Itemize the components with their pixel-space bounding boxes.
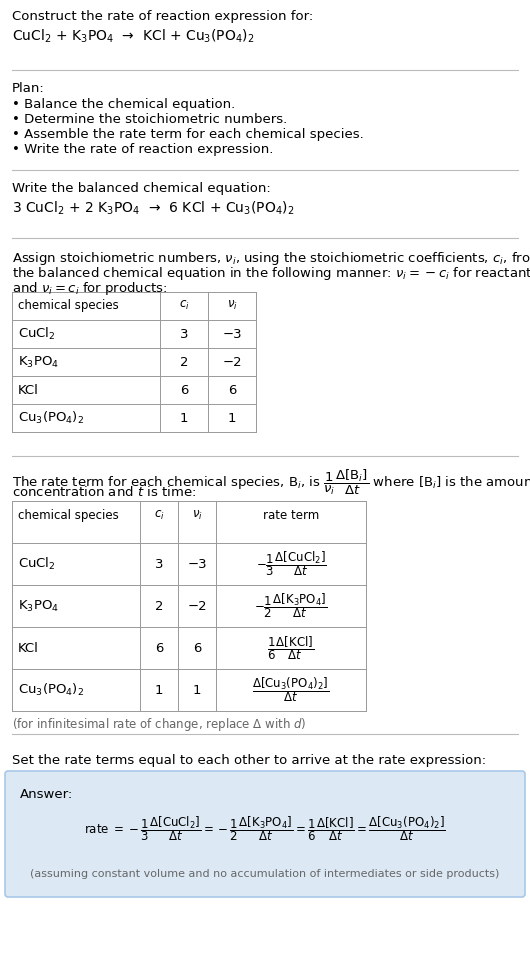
Text: $-\dfrac{1}{2}\dfrac{\Delta[\mathrm{K_3PO_4}]}{\Delta t}$: $-\dfrac{1}{2}\dfrac{\Delta[\mathrm{K_3P… <box>254 591 328 621</box>
Text: 6: 6 <box>228 384 236 396</box>
Text: $\nu_i$: $\nu_i$ <box>227 299 237 312</box>
Text: 6: 6 <box>155 641 163 655</box>
Text: Write the balanced chemical equation:: Write the balanced chemical equation: <box>12 182 271 195</box>
Text: 6: 6 <box>193 641 201 655</box>
Text: Assign stoichiometric numbers, $\nu_i$, using the stoichiometric coefficients, $: Assign stoichiometric numbers, $\nu_i$, … <box>12 250 530 267</box>
Text: CuCl$_2$: CuCl$_2$ <box>18 326 56 342</box>
Text: concentration and $t$ is time:: concentration and $t$ is time: <box>12 485 196 499</box>
Text: 3 CuCl$_2$ + 2 K$_3$PO$_4$  →  6 KCl + Cu$_3$(PO$_4$)$_2$: 3 CuCl$_2$ + 2 K$_3$PO$_4$ → 6 KCl + Cu$… <box>12 200 295 218</box>
Text: rate term: rate term <box>263 509 319 522</box>
Text: • Write the rate of reaction expression.: • Write the rate of reaction expression. <box>12 143 273 156</box>
FancyBboxPatch shape <box>5 771 525 897</box>
Text: The rate term for each chemical species, B$_i$, is $\dfrac{1}{\nu_i}\dfrac{\Delt: The rate term for each chemical species,… <box>12 468 530 498</box>
Text: CuCl$_2$: CuCl$_2$ <box>18 556 56 572</box>
Text: 3: 3 <box>155 557 163 571</box>
Text: (assuming constant volume and no accumulation of intermediates or side products): (assuming constant volume and no accumul… <box>30 869 500 879</box>
Text: $\dfrac{\Delta[\mathrm{Cu_3(PO_4)_2}]}{\Delta t}$: $\dfrac{\Delta[\mathrm{Cu_3(PO_4)_2}]}{\… <box>252 675 330 705</box>
Text: $c_i$: $c_i$ <box>154 509 164 522</box>
Text: 1: 1 <box>180 412 188 425</box>
Text: Answer:: Answer: <box>20 788 73 801</box>
Text: $\nu_i$: $\nu_i$ <box>191 509 202 522</box>
Text: CuCl$_2$ + K$_3$PO$_4$  →  KCl + Cu$_3$(PO$_4$)$_2$: CuCl$_2$ + K$_3$PO$_4$ → KCl + Cu$_3$(PO… <box>12 28 255 46</box>
Text: 1: 1 <box>228 412 236 425</box>
Text: chemical species: chemical species <box>18 509 119 522</box>
Text: −3: −3 <box>187 557 207 571</box>
Text: rate $= -\dfrac{1}{3}\dfrac{\Delta[\mathrm{CuCl_2}]}{\Delta t}= -\dfrac{1}{2}\df: rate $= -\dfrac{1}{3}\dfrac{\Delta[\math… <box>84 815 446 843</box>
Text: 2: 2 <box>155 599 163 613</box>
Text: and $\nu_i = c_i$ for products:: and $\nu_i = c_i$ for products: <box>12 280 167 297</box>
Text: KCl: KCl <box>18 641 39 655</box>
Text: −3: −3 <box>222 328 242 341</box>
Text: the balanced chemical equation in the following manner: $\nu_i = -c_i$ for react: the balanced chemical equation in the fo… <box>12 265 530 282</box>
Text: −2: −2 <box>222 355 242 369</box>
Text: $c_i$: $c_i$ <box>179 299 189 312</box>
Text: Cu$_3$(PO$_4$)$_2$: Cu$_3$(PO$_4$)$_2$ <box>18 410 84 427</box>
Text: 1: 1 <box>155 683 163 697</box>
Text: • Assemble the rate term for each chemical species.: • Assemble the rate term for each chemic… <box>12 128 364 141</box>
Text: (for infinitesimal rate of change, replace Δ with $d$): (for infinitesimal rate of change, repla… <box>12 716 306 733</box>
Text: 6: 6 <box>180 384 188 396</box>
Text: Plan:: Plan: <box>12 82 45 95</box>
Text: Cu$_3$(PO$_4$)$_2$: Cu$_3$(PO$_4$)$_2$ <box>18 682 84 698</box>
Text: Construct the rate of reaction expression for:: Construct the rate of reaction expressio… <box>12 10 313 23</box>
Text: Set the rate terms equal to each other to arrive at the rate expression:: Set the rate terms equal to each other t… <box>12 754 486 767</box>
Text: K$_3$PO$_4$: K$_3$PO$_4$ <box>18 354 59 370</box>
Text: 2: 2 <box>180 355 188 369</box>
Text: $\dfrac{1}{6}\dfrac{\Delta[\mathrm{KCl}]}{\Delta t}$: $\dfrac{1}{6}\dfrac{\Delta[\mathrm{KCl}]… <box>267 634 315 662</box>
Text: • Balance the chemical equation.: • Balance the chemical equation. <box>12 98 235 111</box>
Text: 3: 3 <box>180 328 188 341</box>
Text: KCl: KCl <box>18 384 39 396</box>
Text: • Determine the stoichiometric numbers.: • Determine the stoichiometric numbers. <box>12 113 287 126</box>
Text: −2: −2 <box>187 599 207 613</box>
Text: $-\dfrac{1}{3}\dfrac{\Delta[\mathrm{CuCl_2}]}{\Delta t}$: $-\dfrac{1}{3}\dfrac{\Delta[\mathrm{CuCl… <box>255 549 326 579</box>
Text: 1: 1 <box>193 683 201 697</box>
Text: K$_3$PO$_4$: K$_3$PO$_4$ <box>18 598 59 614</box>
Text: chemical species: chemical species <box>18 299 119 312</box>
